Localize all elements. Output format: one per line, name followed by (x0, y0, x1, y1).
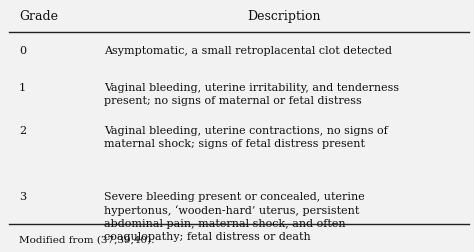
Text: 1: 1 (19, 83, 26, 93)
Text: Vaginal bleeding, uterine irritability, and tenderness
present; no signs of mate: Vaginal bleeding, uterine irritability, … (104, 83, 400, 106)
Text: 3: 3 (19, 192, 26, 202)
Text: 2: 2 (19, 126, 26, 136)
Text: 0: 0 (19, 45, 26, 55)
Text: Description: Description (247, 10, 321, 23)
Text: Modified from (37,39,40).: Modified from (37,39,40). (19, 234, 155, 243)
Text: Grade: Grade (19, 10, 58, 23)
Text: Severe bleeding present or concealed, uterine
hypertonus, ‘wooden-hard’ uterus, : Severe bleeding present or concealed, ut… (104, 192, 365, 241)
Text: Asymptomatic, a small retroplacental clot detected: Asymptomatic, a small retroplacental clo… (104, 45, 392, 55)
Text: Vaginal bleeding, uterine contractions, no signs of
maternal shock; signs of fet: Vaginal bleeding, uterine contractions, … (104, 126, 388, 149)
